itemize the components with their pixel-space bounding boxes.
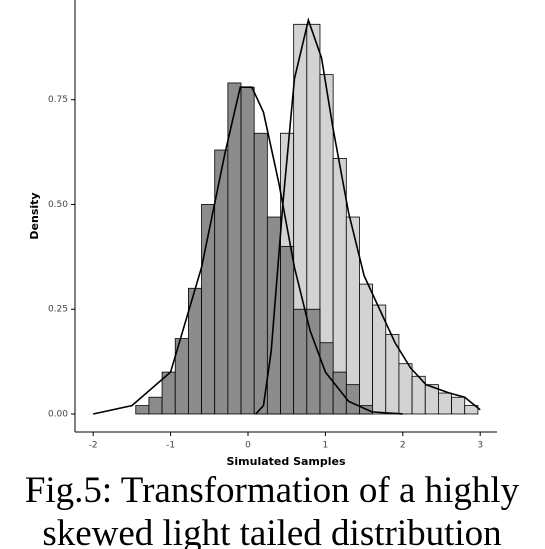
x-tick-label: 2	[400, 441, 406, 451]
caption-line: skewed light tailed distribution	[42, 513, 501, 549]
histogram-bar	[253, 132, 268, 415]
density-curve	[93, 86, 403, 415]
y-tick-label: 0.00	[48, 409, 68, 419]
histogram-bar	[148, 396, 163, 415]
histogram-bar	[398, 363, 413, 415]
x-tick-label: -2	[89, 441, 98, 451]
y-tick-label: 0.75	[48, 95, 68, 105]
histogram-bar	[280, 245, 295, 415]
x-axis-label: Simulated Samples	[226, 455, 346, 468]
histogram-bar	[332, 371, 347, 415]
y-axis-label: Density	[28, 192, 41, 239]
histogram-bar	[464, 405, 479, 415]
y-tick-label: 0.50	[48, 200, 68, 210]
histogram-bar	[214, 149, 229, 415]
histogram-bar	[240, 86, 255, 415]
histogram-bar	[451, 396, 466, 415]
histogram-bar	[135, 405, 150, 415]
histogram-bar	[293, 308, 308, 415]
x-tick-label: 0	[245, 441, 251, 451]
histogram-bar	[372, 304, 387, 415]
y-tick-label: 0.25	[48, 305, 68, 315]
density-curve	[255, 17, 481, 415]
caption-line: Fig.5: Transformation of a highly	[25, 470, 520, 511]
histogram-bar	[438, 392, 452, 415]
x-tick-label: 3	[477, 441, 483, 451]
histogram-bar	[345, 384, 360, 415]
x-tick-label: 1	[323, 441, 329, 451]
histogram-bar	[359, 283, 374, 415]
x-tick-label: -1	[166, 441, 175, 451]
